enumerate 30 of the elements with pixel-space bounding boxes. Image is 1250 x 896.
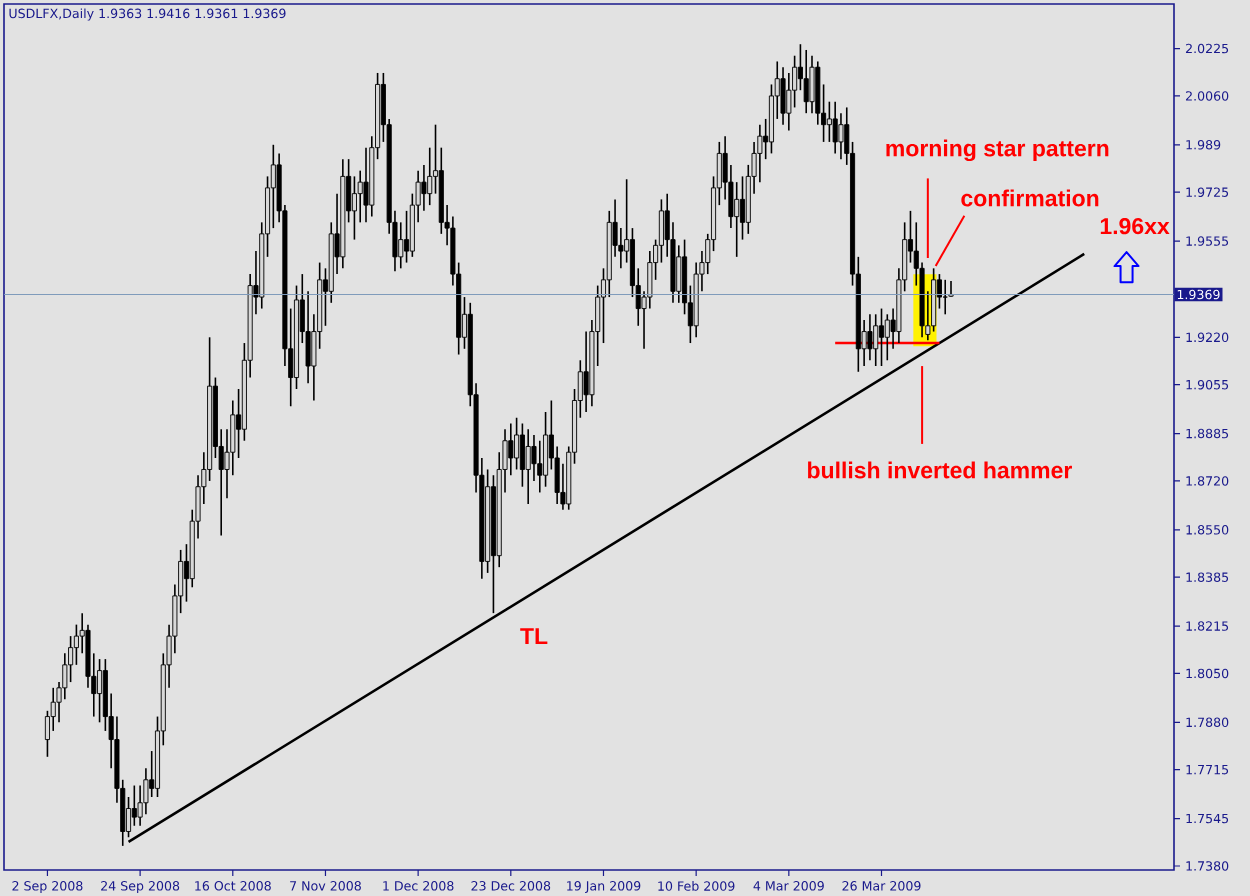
candlestick — [931, 267, 937, 333]
candlestick — [514, 416, 520, 471]
candlestick — [363, 146, 369, 224]
candlestick — [838, 112, 844, 160]
candlestick — [826, 100, 832, 143]
annotation: TL — [520, 628, 548, 645]
candlestick — [878, 307, 885, 367]
candlestick — [351, 175, 357, 241]
annotation: 1.96xx — [1100, 217, 1170, 235]
annotation: confirmation — [961, 189, 1099, 207]
candlestick — [97, 658, 103, 724]
candlestick — [873, 313, 879, 367]
candlestick — [780, 66, 786, 126]
annotation: morning star pattern — [886, 139, 1109, 162]
candlestick — [832, 100, 838, 155]
candlestick — [803, 49, 809, 114]
candlestick — [525, 428, 531, 505]
annotation: bullish inverted hammer — [808, 461, 1072, 479]
candlestick — [583, 330, 589, 413]
candlestick — [131, 784, 137, 827]
candlestick — [676, 244, 682, 304]
candlestick — [537, 439, 543, 494]
candlestick — [809, 54, 815, 114]
candlestick — [867, 313, 873, 362]
candlestick — [404, 210, 410, 264]
candlestick — [508, 422, 514, 477]
candlestick — [884, 313, 890, 362]
candlestick — [421, 164, 427, 212]
candlestick — [942, 279, 948, 316]
candlestick — [734, 181, 740, 258]
